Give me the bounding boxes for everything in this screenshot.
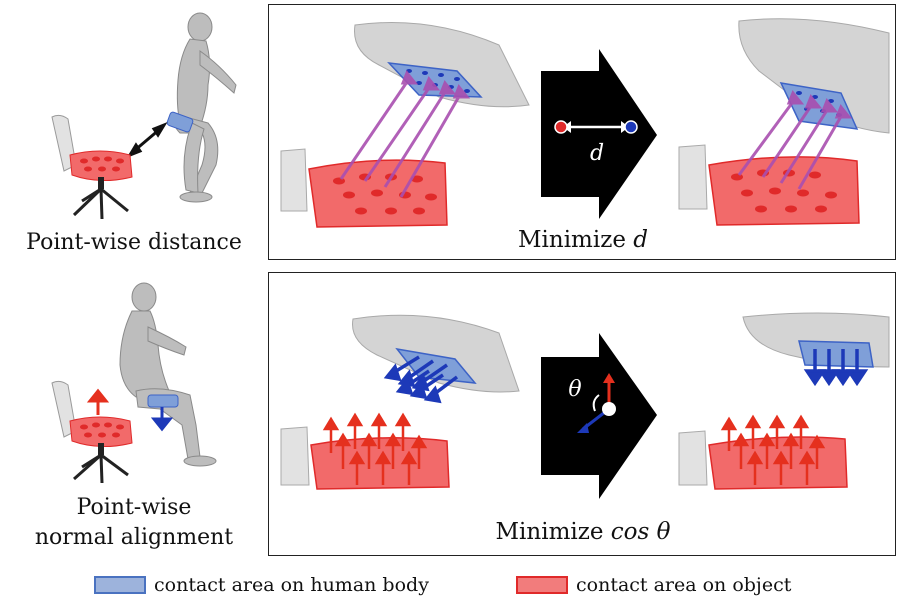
human-contact-area: [147, 394, 179, 408]
object-contact-patch-right: [708, 156, 860, 226]
angle-symbol: [577, 373, 616, 433]
human-mesh: [174, 12, 237, 203]
legend-label-human: contact area on human body: [154, 574, 429, 596]
panel-distance-art: [280, 18, 890, 228]
panel-caption-normal: Minimize cos θ: [269, 519, 897, 545]
legend-label-object: contact area on object: [576, 574, 792, 596]
distance-symbol: [554, 120, 638, 134]
panel-caption-var: d: [633, 227, 648, 253]
left-caption-normal-line1: Point-wise: [76, 495, 192, 520]
distance-double-arrow: [126, 121, 168, 159]
legend-swatch-object: [516, 576, 568, 594]
distance-arrows-right: [737, 90, 853, 190]
panel-caption-prefix: Minimize: [495, 519, 611, 545]
legend-swatch-human: [94, 576, 146, 594]
chair-human-normal-illustration: [51, 282, 217, 484]
human-contact-patch-right: [798, 340, 874, 368]
object-normals-left: [322, 412, 428, 485]
chair-mesh: [51, 380, 133, 484]
panel-caption-var: cos θ: [610, 519, 671, 545]
panel-normal-art: [280, 312, 890, 499]
human-normals-left: [383, 355, 459, 404]
transition-arrow: [541, 49, 657, 219]
arrow-label-d: d: [589, 141, 605, 166]
left-caption-normal-line2: normal alignment: [34, 525, 234, 550]
panel-caption-prefix: Minimize: [517, 227, 634, 253]
chair-human-distance-illustration: [51, 12, 237, 220]
human-normal-arrow: [150, 407, 174, 432]
panel-normal: θ Minimize cos θ: [268, 272, 896, 556]
arrow-label-theta: θ: [568, 377, 582, 402]
panel-distance: d Minimize d: [268, 4, 896, 260]
human-mesh: [119, 282, 217, 467]
object-normals-right: [720, 414, 826, 485]
human-contact-area: [166, 111, 194, 133]
human-normals-right: [803, 349, 869, 387]
left-caption-distance: Point-wise distance: [26, 230, 242, 255]
object-normal-arrow: [86, 388, 110, 415]
chair-mesh: [51, 114, 133, 220]
panel-caption-distance: Minimize d: [269, 227, 897, 253]
distance-arrows-left: [339, 70, 471, 198]
